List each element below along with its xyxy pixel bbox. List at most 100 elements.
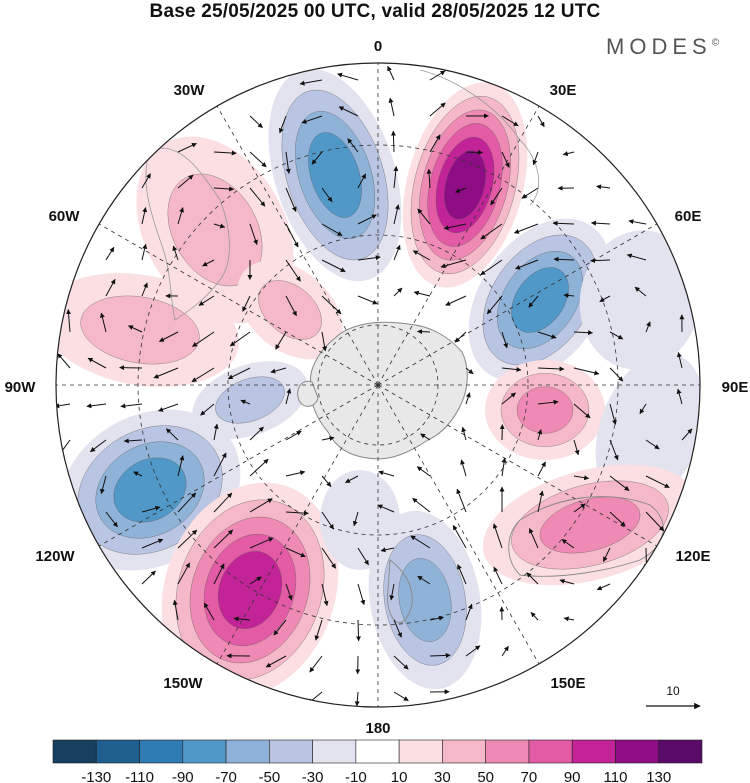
wind-vector bbox=[177, 142, 197, 153]
wind-vector bbox=[172, 599, 179, 621]
wind-vector bbox=[66, 308, 72, 333]
wind-vector bbox=[596, 583, 611, 591]
wind-vector bbox=[87, 357, 107, 369]
wind-vector bbox=[141, 282, 148, 297]
wind-vector bbox=[321, 435, 335, 441]
wind-vector bbox=[354, 691, 360, 707]
wind-vector bbox=[301, 115, 323, 124]
wind-vector bbox=[528, 528, 539, 549]
lon-label-150w: 150W bbox=[163, 675, 203, 692]
colorbar-swatch bbox=[615, 739, 660, 764]
wind-vector bbox=[537, 461, 546, 477]
colorbar-swatch bbox=[485, 739, 530, 764]
wind-vector bbox=[645, 475, 670, 488]
wind-vector bbox=[537, 115, 545, 128]
anomaly-contour bbox=[516, 386, 574, 434]
wind-vector bbox=[465, 367, 474, 375]
colorbar-tick-label: -50 bbox=[258, 769, 280, 783]
wind-vector bbox=[501, 457, 507, 477]
colorbar-swatch bbox=[312, 739, 357, 764]
wind-vector bbox=[492, 523, 503, 549]
wind-vector bbox=[501, 645, 509, 657]
colorbar-tick-label: -110 bbox=[125, 769, 154, 783]
colorbar-swatch bbox=[139, 739, 184, 764]
wind-vector bbox=[157, 403, 179, 412]
wind-vector bbox=[141, 570, 156, 585]
wind-vector bbox=[321, 259, 346, 273]
wind-vector bbox=[493, 566, 503, 585]
vector-scale-label: 10 bbox=[666, 684, 680, 698]
wind-vector bbox=[573, 439, 580, 456]
wind-vector bbox=[609, 475, 630, 491]
wind-vector bbox=[530, 612, 539, 621]
wind-vector bbox=[213, 452, 227, 477]
wind-vector bbox=[321, 475, 332, 487]
wind-vector bbox=[337, 72, 359, 81]
wind-vector bbox=[501, 151, 510, 168]
wind-vector bbox=[416, 466, 431, 477]
wind-vector bbox=[213, 563, 225, 585]
wind-vector bbox=[213, 423, 219, 441]
wind-vector bbox=[285, 187, 297, 213]
wind-vector bbox=[380, 547, 395, 553]
anomaly-contour bbox=[80, 295, 200, 365]
lon-label-150e: 150E bbox=[550, 675, 585, 692]
colorbar: -130 -110 -90 -70 -50 -30 -10 10 30 50 70 90 110 130 bbox=[52, 739, 703, 783]
wind-vector bbox=[390, 130, 396, 153]
lon-label-30w: 30W bbox=[174, 82, 206, 99]
wind-vector bbox=[321, 295, 342, 315]
wind-vector bbox=[285, 388, 292, 405]
wind-vector bbox=[420, 433, 431, 441]
wind-vector bbox=[278, 115, 287, 134]
wind-vector bbox=[352, 511, 359, 527]
wind-vector bbox=[563, 616, 575, 622]
wind-vector bbox=[521, 187, 539, 199]
wind-vector bbox=[165, 428, 179, 441]
wind-vector bbox=[198, 295, 215, 306]
wind-vector bbox=[537, 366, 565, 372]
wind-vector bbox=[57, 353, 71, 369]
meridian-line bbox=[377, 219, 664, 386]
wind-vector bbox=[609, 403, 617, 426]
wind-vector bbox=[681, 428, 693, 441]
latitude-circle bbox=[227, 234, 529, 536]
wind-vector bbox=[242, 295, 251, 312]
wind-vector bbox=[357, 214, 377, 225]
wind-vector bbox=[177, 562, 191, 585]
wind-vector bbox=[177, 207, 184, 225]
wind-vector bbox=[285, 470, 306, 477]
wind-vector bbox=[389, 583, 395, 601]
wind-vector bbox=[676, 388, 683, 405]
wind-vector bbox=[609, 331, 624, 340]
wind-vector bbox=[90, 439, 107, 453]
wind-vector bbox=[445, 295, 467, 306]
wind-vector bbox=[501, 367, 522, 373]
wind-vector bbox=[393, 655, 409, 670]
wind-vector bbox=[285, 295, 297, 317]
wind-vector bbox=[347, 138, 359, 153]
australia-outline bbox=[508, 496, 664, 577]
wind-vector bbox=[513, 223, 539, 234]
wind-vector bbox=[100, 475, 107, 495]
wind-vector bbox=[388, 97, 395, 117]
colorbar-swatch bbox=[571, 739, 616, 764]
wind-vector bbox=[590, 220, 611, 226]
wind-vector bbox=[563, 292, 575, 298]
wind-vector bbox=[172, 245, 179, 261]
wind-vector bbox=[177, 529, 198, 549]
wind-vector bbox=[141, 206, 148, 225]
wind-vector bbox=[105, 278, 116, 297]
wind-vector bbox=[229, 331, 251, 347]
wind-vector bbox=[417, 575, 431, 585]
wind-vector bbox=[177, 492, 197, 513]
wind-vector bbox=[357, 173, 367, 189]
map-disc bbox=[56, 63, 700, 707]
colorbar-swatch bbox=[355, 739, 400, 764]
wind-vector bbox=[526, 572, 539, 585]
wind-vector bbox=[249, 537, 274, 549]
wind-vector bbox=[532, 151, 539, 166]
wind-vector bbox=[357, 583, 366, 606]
wind-vector bbox=[321, 511, 334, 530]
wind-vector bbox=[285, 583, 293, 601]
colorbar-tick-label: 70 bbox=[521, 769, 538, 783]
